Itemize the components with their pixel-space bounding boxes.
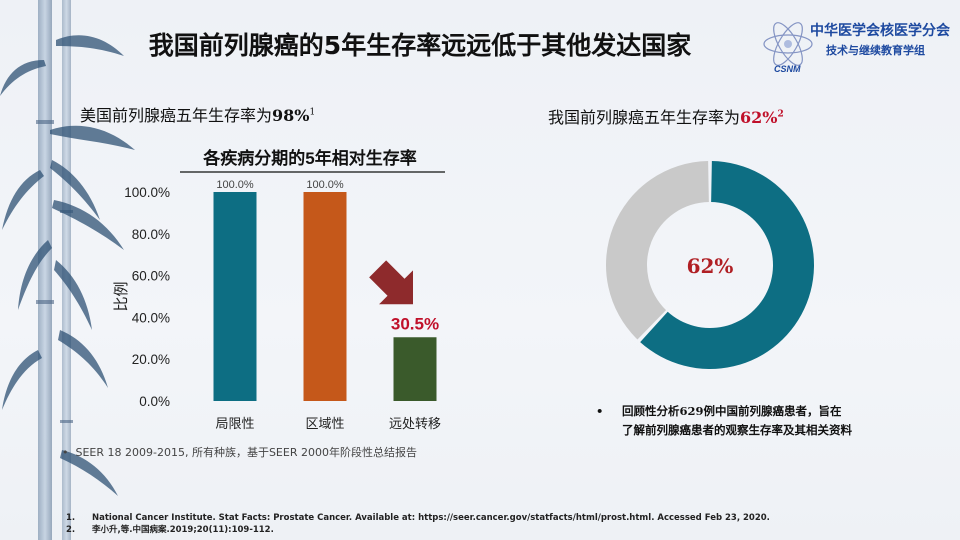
footnotes: 1. National Cancer Institute. Stat Facts:… bbox=[66, 512, 770, 536]
left-heading-value: 98% bbox=[272, 106, 310, 125]
bar-data-label: 100.0% bbox=[306, 179, 344, 191]
bullet-dot: • bbox=[596, 404, 604, 418]
left-heading-text: 美国前列腺癌五年生存率为 bbox=[80, 106, 273, 125]
x-tick-label: 局限性 bbox=[215, 417, 254, 432]
donut-slice-1 bbox=[640, 161, 814, 369]
logo-sub-name: 技术与继续教育学组 bbox=[826, 44, 925, 57]
bamboo-decoration bbox=[0, 0, 135, 540]
atom-logo-icon: CSNM bbox=[763, 22, 813, 74]
footnote-1: 1. National Cancer Institute. Stat Facts:… bbox=[66, 513, 770, 523]
y-tick-label: 20.0% bbox=[132, 352, 170, 367]
bar-3 bbox=[393, 337, 437, 401]
donut-slice-2 bbox=[606, 161, 709, 340]
survival-donut-chart: 62% bbox=[606, 161, 814, 369]
left-heading: 美国前列腺癌五年生存率为98%1 bbox=[80, 102, 315, 126]
right-heading-value: 62% bbox=[740, 108, 778, 127]
right-heading: 我国前列腺癌五年生存率为62%2 bbox=[548, 104, 784, 128]
y-axis-label: 比例 bbox=[112, 281, 130, 311]
donut-center-label: 62% bbox=[687, 254, 734, 278]
logo-org-name: 中华医学会核医学分会 bbox=[810, 23, 950, 39]
chart-title: 各疾病分期的5年相对生存率 bbox=[202, 148, 416, 168]
left-bullet-text: SEER 18 2009-2015, 所有种族，基于SEER 2000年阶段性总… bbox=[75, 446, 417, 459]
slide-title: 我国前列腺癌的5年生存率远远低于其他发达国家 bbox=[148, 31, 692, 60]
footnote-2: 2. 李小升,等.中国病案.2019;20(11):109-112. bbox=[66, 525, 274, 535]
x-tick-label: 远处转移 bbox=[389, 417, 441, 432]
right-heading-text: 我国前列腺癌五年生存率为 bbox=[548, 108, 741, 127]
right-heading-ref: 2 bbox=[777, 109, 784, 120]
highlight-arrow-icon bbox=[369, 260, 413, 305]
bar-2 bbox=[303, 192, 347, 401]
y-tick-label: 60.0% bbox=[132, 269, 170, 284]
bar-data-label: 30.5% bbox=[391, 314, 439, 333]
x-tick-label: 区域性 bbox=[305, 417, 344, 432]
logo-mark: CSNM bbox=[774, 64, 801, 74]
y-tick-label: 100.0% bbox=[124, 185, 170, 200]
bar-1 bbox=[213, 192, 257, 401]
y-tick-label: 80.0% bbox=[132, 227, 170, 242]
left-heading-ref: 1 bbox=[309, 107, 316, 118]
bar-data-label: 100.0% bbox=[216, 179, 254, 191]
y-tick-label: 0.0% bbox=[139, 394, 170, 409]
left-bullet: • SEER 18 2009-2015, 所有种族，基于SEER 2000年阶段… bbox=[62, 446, 417, 459]
y-tick-label: 40.0% bbox=[132, 310, 170, 325]
right-bullet-text: 回顾性分析629例中国前列腺癌患者，旨在了解前列腺癌患者的观察生存率及其相关资料 bbox=[622, 404, 852, 437]
